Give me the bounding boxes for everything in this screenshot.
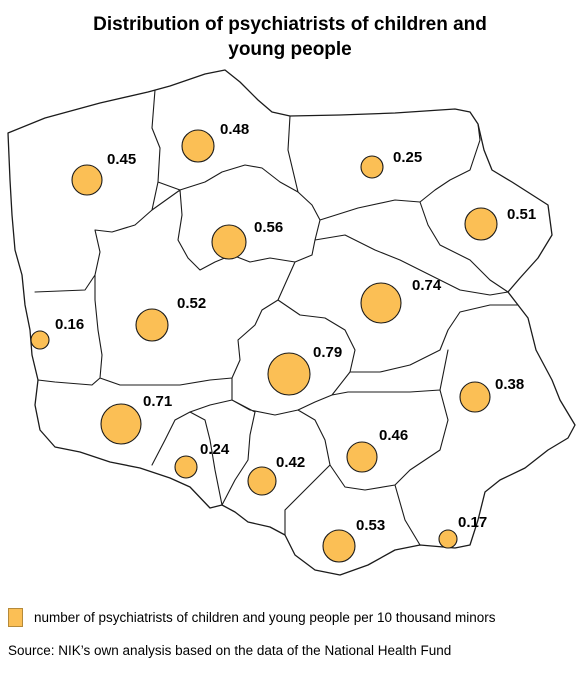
value-zachodniopomorskie: 0.45	[107, 151, 136, 168]
bubble-lodzkie	[267, 352, 311, 396]
value-slaskie: 0.42	[276, 454, 305, 471]
bubble-mazowieckie	[360, 282, 402, 324]
value-dolnoslaskie: 0.71	[143, 393, 172, 410]
value-podlaskie: 0.51	[507, 206, 536, 223]
value-opolskie: 0.24	[200, 441, 230, 458]
bubble-kujawsko-pomorskie	[211, 224, 247, 260]
bubble-pomorskie	[181, 129, 215, 163]
bubble-malopolskie	[322, 529, 356, 563]
value-pomorskie: 0.48	[220, 121, 249, 138]
value-wielkopolskie: 0.52	[177, 295, 206, 312]
bubble-podkarpackie	[438, 529, 458, 549]
value-warminsko-mazurskie: 0.25	[393, 149, 422, 166]
value-podkarpackie: 0.17	[458, 514, 487, 531]
value-malopolskie: 0.53	[356, 517, 385, 534]
value-kujawsko-pomorskie: 0.56	[254, 219, 283, 236]
bubble-dolnoslaskie	[100, 403, 142, 445]
bubble-warminsko-mazurskie	[360, 155, 384, 179]
bubble-wielkopolskie	[135, 308, 169, 342]
value-lodzkie: 0.79	[313, 344, 342, 361]
value-lubelskie: 0.38	[495, 376, 524, 393]
country-outline	[7, 69, 576, 576]
bubble-slaskie	[247, 466, 277, 496]
legend-swatch	[8, 608, 23, 627]
value-swietokrzyskie: 0.46	[379, 427, 408, 444]
bubble-zachodniopomorskie	[71, 164, 103, 196]
bubble-swietokrzyskie	[346, 441, 378, 473]
poland-map: 0.45 0.48 0.25 0.51 0.56 0.16 0.52 0.74 …	[7, 69, 576, 576]
bubble-opolskie	[174, 455, 198, 479]
legend-label: number of psychiatrists of children and …	[34, 610, 496, 625]
map-title: Distribution of psychiatrists of childre…	[93, 14, 487, 60]
bubbles-layer: 0.45 0.48 0.25 0.51 0.56 0.16 0.52 0.74 …	[30, 121, 536, 563]
region-borders	[34, 89, 519, 546]
value-lubuskie: 0.16	[55, 316, 84, 333]
source-note: Source: NIK’s own analysis based on the …	[8, 643, 452, 658]
value-mazowieckie: 0.74	[412, 277, 442, 294]
bubble-lubelskie	[459, 381, 491, 413]
bubble-podlaskie	[464, 207, 498, 241]
bubble-lubuskie	[30, 330, 50, 350]
legend: number of psychiatrists of children and …	[8, 608, 496, 627]
